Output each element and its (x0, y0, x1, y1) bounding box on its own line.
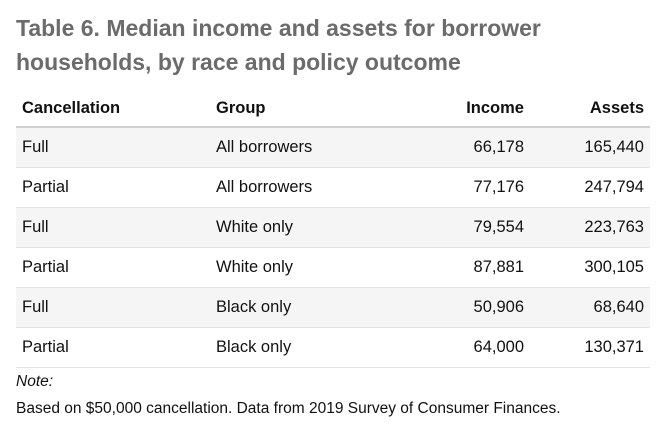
cell-group: All borrowers (216, 178, 313, 196)
cell-group: Black only (216, 298, 292, 316)
cell-group: All borrowers (216, 138, 313, 156)
table-row: Full White only 79,554 223,763 (16, 208, 650, 248)
cell-income: 50,906 (473, 298, 524, 316)
header-assets: Assets (589, 98, 644, 117)
table-row: Partial Black only 64,000 130,371 (16, 328, 650, 368)
table-header-row: Cancellation Group Income Assets (16, 90, 650, 128)
cell-assets: 130,371 (584, 338, 644, 356)
header-cancellation: Cancellation (22, 98, 121, 117)
cell-group: Black only (216, 338, 292, 356)
note-label: Note: (16, 373, 54, 390)
cell-cancellation: Partial (22, 258, 69, 276)
cell-assets: 165,440 (584, 138, 644, 156)
cell-income: 79,554 (473, 218, 524, 236)
note-text: Based on $50,000 cancellation. Data from… (16, 400, 561, 417)
cell-assets: 247,794 (584, 178, 644, 196)
table-row: Full All borrowers 66,178 165,440 (16, 128, 650, 168)
table-row: Full Black only 50,906 68,640 (16, 288, 650, 328)
cell-cancellation: Full (22, 298, 49, 316)
cell-group: White only (216, 258, 294, 276)
cell-assets: 300,105 (584, 258, 644, 276)
cell-income: 64,000 (473, 338, 524, 356)
cell-income: 66,178 (473, 138, 524, 156)
cell-cancellation: Partial (22, 338, 69, 356)
cell-group: White only (216, 218, 294, 236)
cell-cancellation: Partial (22, 178, 69, 196)
table-title: Table 6. Median income and assets for bo… (16, 15, 541, 75)
table-row: Partial All borrowers 77,176 247,794 (16, 168, 650, 208)
cell-income: 87,881 (473, 258, 524, 276)
cell-assets: 223,763 (584, 218, 644, 236)
header-group: Group (216, 98, 266, 117)
cell-income: 77,176 (473, 178, 524, 196)
data-table: Cancellation Group Income Assets Full Al… (16, 90, 650, 368)
cell-cancellation: Full (22, 218, 49, 236)
cell-cancellation: Full (22, 138, 49, 156)
header-income: Income (466, 98, 524, 117)
table-row: Partial White only 87,881 300,105 (16, 248, 650, 288)
cell-assets: 68,640 (593, 298, 644, 316)
